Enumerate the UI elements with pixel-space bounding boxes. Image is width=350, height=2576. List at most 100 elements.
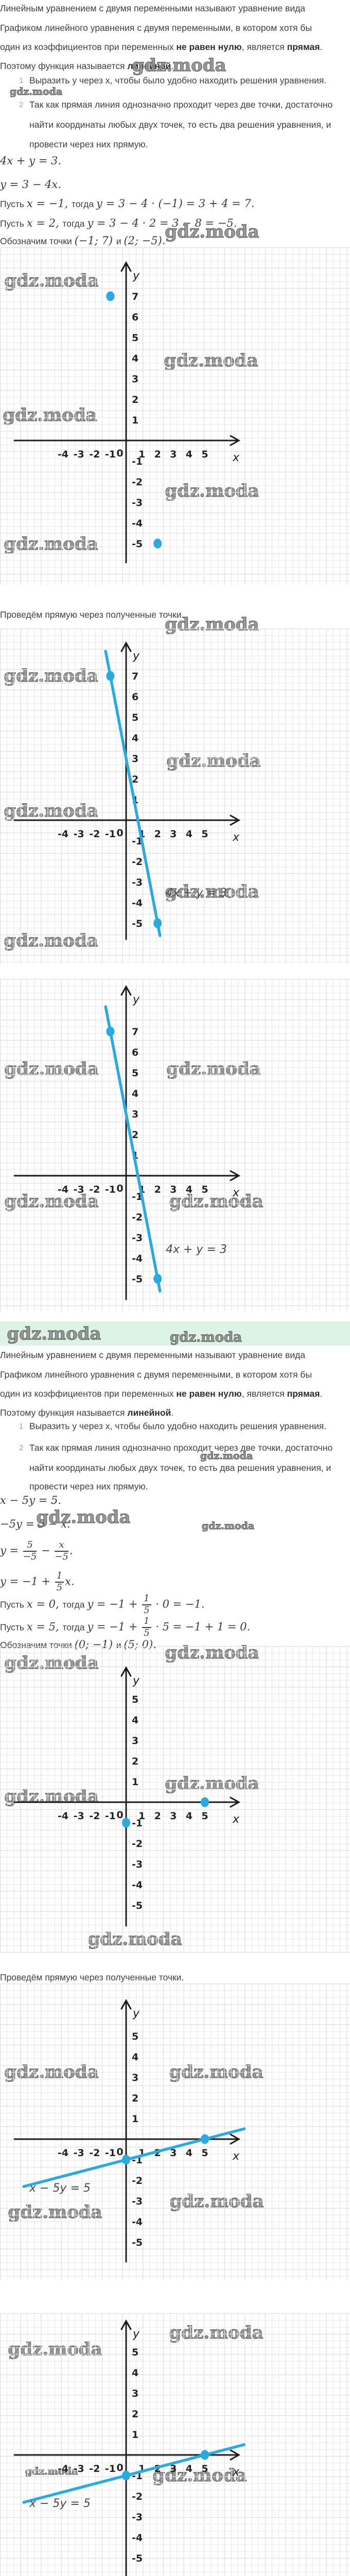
svg-text:-4: -4: [58, 2463, 68, 2475]
svg-text:3: 3: [170, 1184, 177, 1195]
svg-text:4: 4: [186, 1810, 192, 1822]
watermark: gdz.moda: [165, 222, 259, 243]
watermark: gdz.moda: [7, 1324, 101, 1345]
watermark: gdz.moda: [201, 1520, 255, 1532]
svg-text:1: 1: [132, 2429, 138, 2441]
svg-text:-3: -3: [132, 497, 143, 509]
svg-text:-2: -2: [89, 1810, 100, 1822]
svg-text:5: 5: [132, 1067, 138, 1079]
equation: 4x + y = 3.: [0, 155, 61, 167]
data-point: [122, 2155, 130, 2165]
svg-text:-4: -4: [132, 518, 143, 529]
svg-text:4: 4: [132, 733, 138, 744]
svg-text:6: 6: [132, 312, 138, 323]
svg-text:-1: -1: [105, 449, 116, 460]
svg-text:-3: -3: [132, 2512, 143, 2523]
y-axis-label: y: [132, 2328, 140, 2341]
x-axis-label: x: [232, 2150, 240, 2163]
equation: Обозначим точки (−1; 7) и (2; −5).: [0, 234, 166, 247]
svg-text:0: 0: [116, 1183, 123, 1194]
watermark: gdz.moda: [132, 55, 226, 76]
svg-text:5: 5: [201, 2463, 208, 2475]
data-point: [153, 918, 162, 928]
x-axis-label: x: [232, 451, 240, 464]
watermark: gdz.moda: [4, 1653, 99, 1674]
equation: y = 5 −5 − x −5.: [0, 1539, 73, 1562]
svg-text:5: 5: [132, 2347, 138, 2358]
svg-text:-2: -2: [132, 477, 143, 488]
watermark: gdz.moda: [4, 1191, 99, 1212]
grid: [0, 979, 350, 1311]
watermark: gdz.moda: [4, 801, 98, 822]
step-number: 1: [19, 1422, 24, 1431]
svg-text:-1: -1: [132, 456, 143, 467]
svg-text:-1: -1: [105, 828, 116, 840]
watermark: gdz.moda: [165, 1773, 259, 1794]
svg-text:1: 1: [132, 415, 138, 426]
grid: [0, 2313, 350, 2576]
svg-text:-4: -4: [132, 2532, 143, 2544]
watermark: gdz.moda: [169, 2323, 264, 2344]
step-text: найти координаты любых двух точек, то ес…: [29, 1463, 331, 1473]
x-axis-label: x: [232, 1813, 240, 1826]
data-point: [122, 1818, 130, 1828]
x-tick-labels: -4 -3 -2 -1 1 2 3 4 50: [58, 2462, 208, 2475]
svg-text:-4: -4: [58, 1810, 68, 1822]
equation-label: 4x + y = 3: [166, 1243, 227, 1256]
equation-label: x − 5y = 5: [29, 2497, 91, 2510]
svg-text:-3: -3: [74, 449, 84, 460]
watermark: gdz.moda: [4, 1059, 99, 1080]
watermark: gdz.moda: [165, 614, 259, 635]
svg-text:4: 4: [132, 1088, 138, 1099]
equation: Пусть x = −1, тогда y = 3 − 4 · (−1) = 3…: [0, 197, 255, 210]
svg-text:1: 1: [132, 1776, 138, 1788]
draw-line-note: Проведём прямую через полученные точки.: [0, 1972, 184, 1982]
svg-text:5: 5: [201, 1810, 208, 1822]
svg-text:2: 2: [154, 1184, 161, 1195]
svg-text:3: 3: [170, 2463, 177, 2475]
step-text: Так как прямая линия однозначно проходит…: [29, 99, 333, 110]
svg-text:2: 2: [132, 1756, 138, 1767]
svg-text:-1: -1: [132, 1818, 143, 1829]
svg-text:2: 2: [154, 449, 161, 460]
watermark: gdz.moda: [4, 1786, 99, 1807]
svg-text:0: 0: [116, 2462, 123, 2473]
svg-text:-4: -4: [132, 897, 143, 909]
svg-text:4: 4: [132, 2052, 138, 2063]
function-line: [104, 650, 162, 937]
svg-text:1: 1: [138, 449, 145, 460]
axes: [13, 985, 241, 1300]
step-number: 1: [19, 76, 24, 85]
watermark: gdz.moda: [4, 666, 98, 687]
intro-line: Графиком линейного уравнения с двумя пер…: [0, 1369, 312, 1380]
intro-line: Поэтому функция называется линейной.: [0, 61, 174, 71]
x-tick-labels: -4 -3 -2 -1 1 2 3 4 50: [58, 1183, 208, 1195]
watermark: gdz.moda: [4, 534, 98, 555]
svg-text:5: 5: [132, 712, 138, 723]
svg-text:-1: -1: [105, 1184, 116, 1195]
intro-line: Графиком линейного уравнения с двумя пер…: [0, 23, 312, 33]
svg-text:7: 7: [132, 1026, 138, 1038]
svg-text:4: 4: [186, 2147, 192, 2159]
function-line: [104, 1005, 162, 1293]
equation: −5y = 5 − x.: [0, 1518, 71, 1530]
data-point: [122, 2470, 130, 2481]
svg-text:3: 3: [132, 2072, 138, 2083]
data-point: [153, 1274, 162, 1284]
svg-text:-3: -3: [74, 828, 84, 840]
svg-text:2: 2: [154, 828, 161, 840]
svg-text:5: 5: [132, 1694, 138, 1705]
intro-line: Линейным уравнением с двумя переменными …: [0, 1350, 306, 1360]
svg-text:4: 4: [132, 1715, 138, 1726]
equation-label: 4x + y = 3: [166, 887, 227, 900]
step-number: 2: [19, 100, 24, 109]
svg-text:4: 4: [132, 353, 138, 364]
svg-text:-3: -3: [132, 877, 143, 888]
svg-text:5: 5: [132, 2031, 138, 2042]
data-point: [106, 671, 115, 681]
svg-text:-2: -2: [132, 1838, 143, 1850]
svg-text:3: 3: [170, 449, 177, 460]
